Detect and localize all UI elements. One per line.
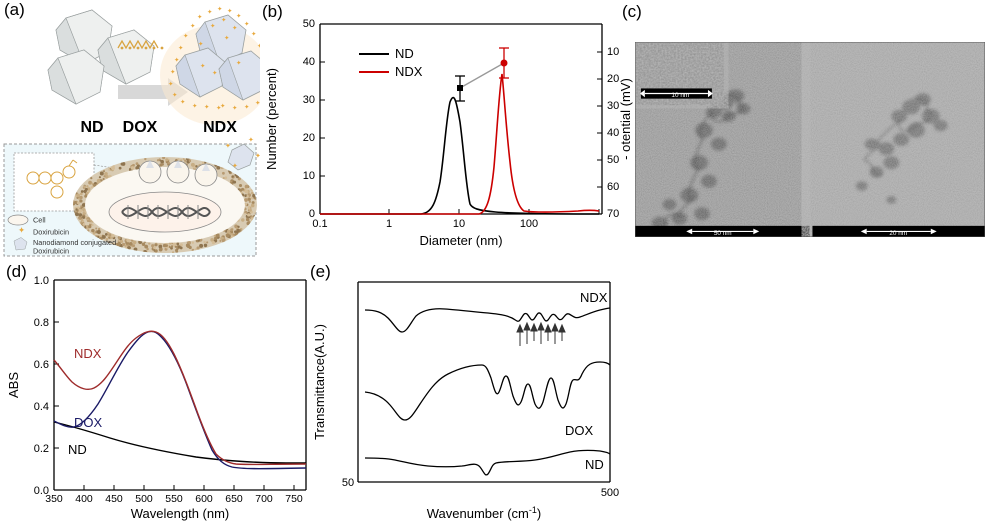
svg-text:1: 1 (386, 218, 392, 230)
svg-text:ND: ND (585, 457, 604, 472)
svg-text:10: 10 (453, 218, 465, 230)
svg-text:600: 600 (195, 493, 213, 505)
svg-text:10: 10 (607, 46, 619, 58)
svg-text:500: 500 (601, 487, 619, 499)
svg-text:✦: ✦ (232, 24, 238, 32)
svg-text:✦: ✦ (170, 68, 176, 76)
svg-text:DOX: DOX (74, 415, 103, 430)
svg-text:✦: ✦ (207, 8, 213, 16)
svg-text:500: 500 (135, 493, 153, 505)
svg-text:Doxirubicin: Doxirubicin (33, 247, 69, 256)
svg-text:0.1: 0.1 (312, 218, 327, 230)
svg-text:650: 650 (225, 493, 243, 505)
svg-text:✦: ✦ (200, 62, 206, 70)
svg-text:Number (percent): Number (percent) (264, 68, 279, 170)
svg-text:1.0: 1.0 (34, 275, 49, 287)
svg-text:ND: ND (68, 442, 87, 457)
svg-text:450: 450 (105, 493, 123, 505)
svg-text:750: 750 (285, 493, 303, 505)
svg-text:NDX: NDX (580, 290, 608, 305)
svg-text:0.6: 0.6 (34, 359, 49, 371)
svg-text:0.8: 0.8 (34, 317, 49, 329)
svg-text:✦: ✦ (227, 7, 233, 15)
svg-text:✦: ✦ (212, 69, 218, 77)
svg-text:✦: ✦ (236, 12, 242, 20)
svg-text:NDX: NDX (395, 64, 423, 79)
svg-text:70: 70 (607, 208, 619, 220)
svg-text:✦: ✦ (172, 91, 178, 99)
svg-text:✦: ✦ (192, 102, 198, 110)
svg-text:ND: ND (80, 119, 103, 136)
svg-text:Wavelength (nm): Wavelength (nm) (131, 506, 230, 521)
svg-text:NDX: NDX (203, 119, 237, 136)
svg-text:✦: ✦ (221, 16, 227, 24)
svg-text:✦: ✦ (255, 99, 260, 107)
svg-text:0.2: 0.2 (34, 443, 49, 455)
svg-text:✦: ✦ (248, 136, 254, 144)
svg-text:10: 10 (303, 170, 315, 182)
svg-text:✦: ✦ (174, 56, 180, 64)
svg-text:Doxirubicin: Doxirubicin (33, 228, 69, 237)
svg-text:30: 30 (303, 94, 315, 106)
svg-text:✦: ✦ (225, 142, 231, 150)
svg-text:NDX: NDX (74, 346, 102, 361)
svg-text:50 nm: 50 nm (714, 230, 732, 237)
svg-text:✦: ✦ (244, 103, 250, 111)
svg-text:✦: ✦ (190, 22, 196, 30)
svg-text:350: 350 (45, 493, 63, 505)
svg-text:50: 50 (342, 477, 354, 489)
svg-text:550: 550 (165, 493, 183, 505)
svg-text:100: 100 (520, 218, 538, 230)
svg-text:✦: ✦ (197, 13, 203, 21)
svg-text:400: 400 (75, 493, 93, 505)
svg-text:✦: ✦ (178, 44, 184, 52)
svg-text:700: 700 (255, 493, 273, 505)
svg-text:60: 60 (607, 181, 619, 193)
svg-text:✦: ✦ (183, 32, 189, 40)
svg-text:10 nm: 10 nm (671, 92, 689, 99)
svg-text:50: 50 (303, 18, 315, 30)
svg-text:✦: ✦ (236, 59, 242, 67)
svg-text:ND: ND (395, 46, 414, 61)
svg-text:✦: ✦ (257, 42, 260, 50)
svg-text:✦: ✦ (180, 98, 186, 106)
svg-text:✦: ✦ (232, 162, 238, 170)
svg-text:✦: ✦ (220, 102, 226, 110)
svg-text:20 nm: 20 nm (889, 230, 907, 237)
svg-text:✦: ✦ (198, 40, 204, 48)
svg-text:✦: ✦ (18, 225, 26, 235)
svg-text:✦: ✦ (251, 30, 257, 38)
svg-text:✦: ✦ (255, 152, 260, 160)
svg-text:Wavenumber (cm-1): Wavenumber (cm-1) (427, 505, 541, 521)
svg-text:✦: ✦ (168, 80, 174, 88)
svg-text:✦: ✦ (204, 103, 210, 111)
svg-text:Cell: Cell (33, 216, 46, 225)
svg-text:DOX: DOX (565, 423, 594, 438)
svg-text:40: 40 (303, 56, 315, 68)
svg-text:✦: ✦ (224, 34, 230, 42)
svg-text:✦: ✦ (244, 20, 250, 28)
svg-text:✦: ✦ (217, 5, 223, 13)
svg-text:Transmittance(A.U.): Transmittance(A.U.) (312, 324, 327, 440)
svg-text:Diameter (nm): Diameter (nm) (419, 233, 502, 248)
svg-text:✦: ✦ (210, 22, 216, 30)
svg-text:0.4: 0.4 (34, 401, 49, 413)
svg-text:✦: ✦ (232, 104, 238, 112)
svg-text:DOX: DOX (123, 119, 158, 136)
svg-text:20: 20 (303, 132, 315, 144)
svg-text:ABS: ABS (6, 372, 21, 398)
